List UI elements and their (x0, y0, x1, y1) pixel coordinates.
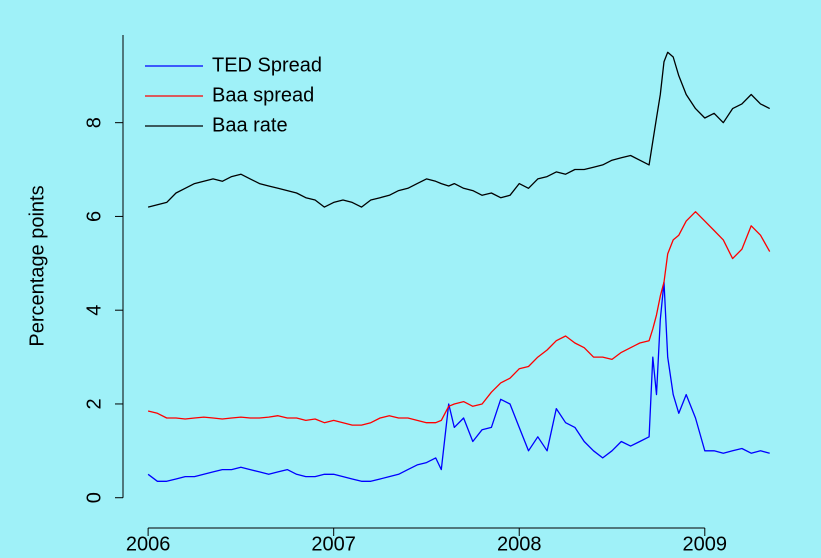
legend-label: Baa spread (212, 84, 314, 106)
x-tick-label: 2007 (311, 533, 356, 555)
x-tick-label: 2008 (497, 533, 542, 555)
x-tick-label: 2006 (126, 533, 171, 555)
y-tick-label: 2 (83, 398, 105, 409)
y-axis-title: Percentage points (26, 185, 48, 346)
data-line (147, 51, 770, 208)
y-tick-label: 8 (83, 117, 105, 128)
y-tick-label: 6 (83, 211, 105, 222)
legend-label: TED Spread (212, 54, 322, 76)
legend-label: Baa rate (212, 114, 288, 136)
y-tick-label: 0 (83, 492, 105, 503)
data-line (147, 281, 770, 482)
x-tick-label: 2009 (683, 533, 728, 555)
y-tick-label: 4 (83, 305, 105, 316)
data-line (147, 211, 771, 426)
